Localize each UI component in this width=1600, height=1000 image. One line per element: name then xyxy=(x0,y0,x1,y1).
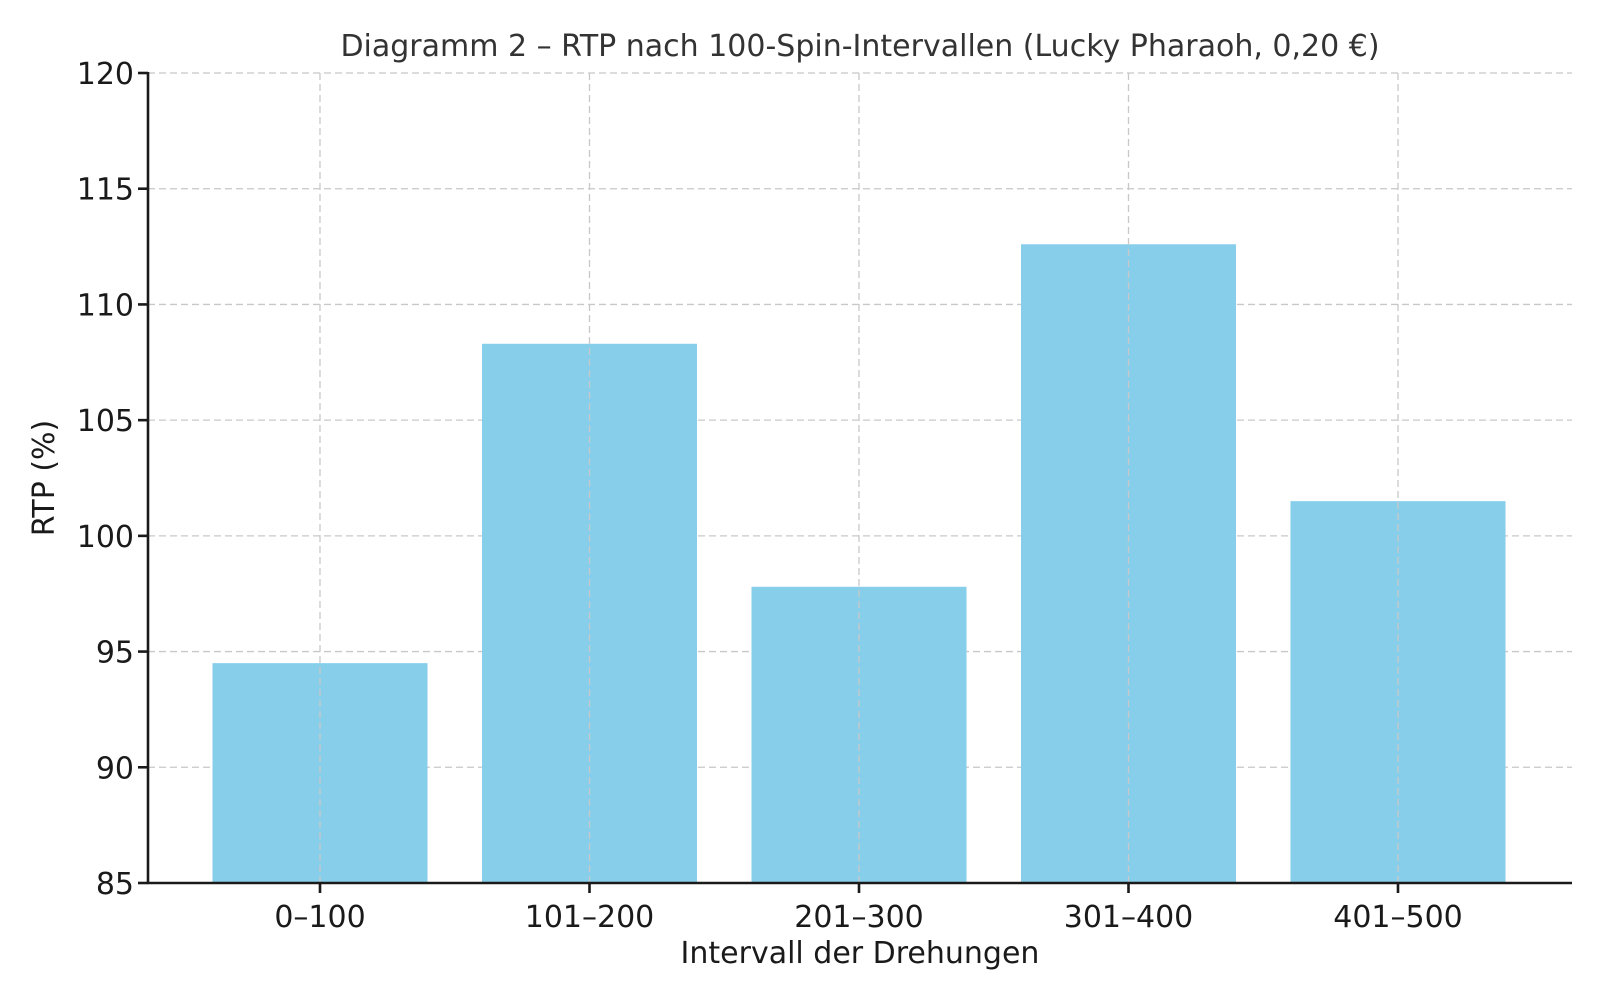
y-tick-label: 85 xyxy=(96,867,134,902)
chart-title: Diagramm 2 – RTP nach 100-Spin-Intervall… xyxy=(340,29,1379,64)
y-tick-label: 90 xyxy=(96,751,134,786)
x-gridlines-overlay xyxy=(319,73,1399,883)
x-axis-label: Intervall der Drehungen xyxy=(681,936,1040,971)
y-tick-label: 105 xyxy=(77,404,134,439)
bar-0–100 xyxy=(212,663,428,883)
y-tick-label: 120 xyxy=(77,57,134,92)
y-axis-label: RTP (%) xyxy=(27,420,62,537)
y-tick-label: 100 xyxy=(77,520,134,555)
x-tick-label: 0–100 xyxy=(274,900,365,935)
x-tick-label: 301–400 xyxy=(1064,900,1194,935)
y-tick-label: 110 xyxy=(77,288,134,323)
x-tick-label: 401–500 xyxy=(1333,900,1463,935)
y-tick-label: 95 xyxy=(96,636,134,671)
y-axis-ticks: 85 90 95 100 105 110 115 120 xyxy=(77,57,148,902)
x-axis-ticks: 0–100 101–200 201–300 301–400 401–500 xyxy=(274,883,1463,935)
y-tick-label: 115 xyxy=(77,173,134,208)
x-tick-label: 101–200 xyxy=(525,900,655,935)
x-tick-label: 201–300 xyxy=(794,900,924,935)
